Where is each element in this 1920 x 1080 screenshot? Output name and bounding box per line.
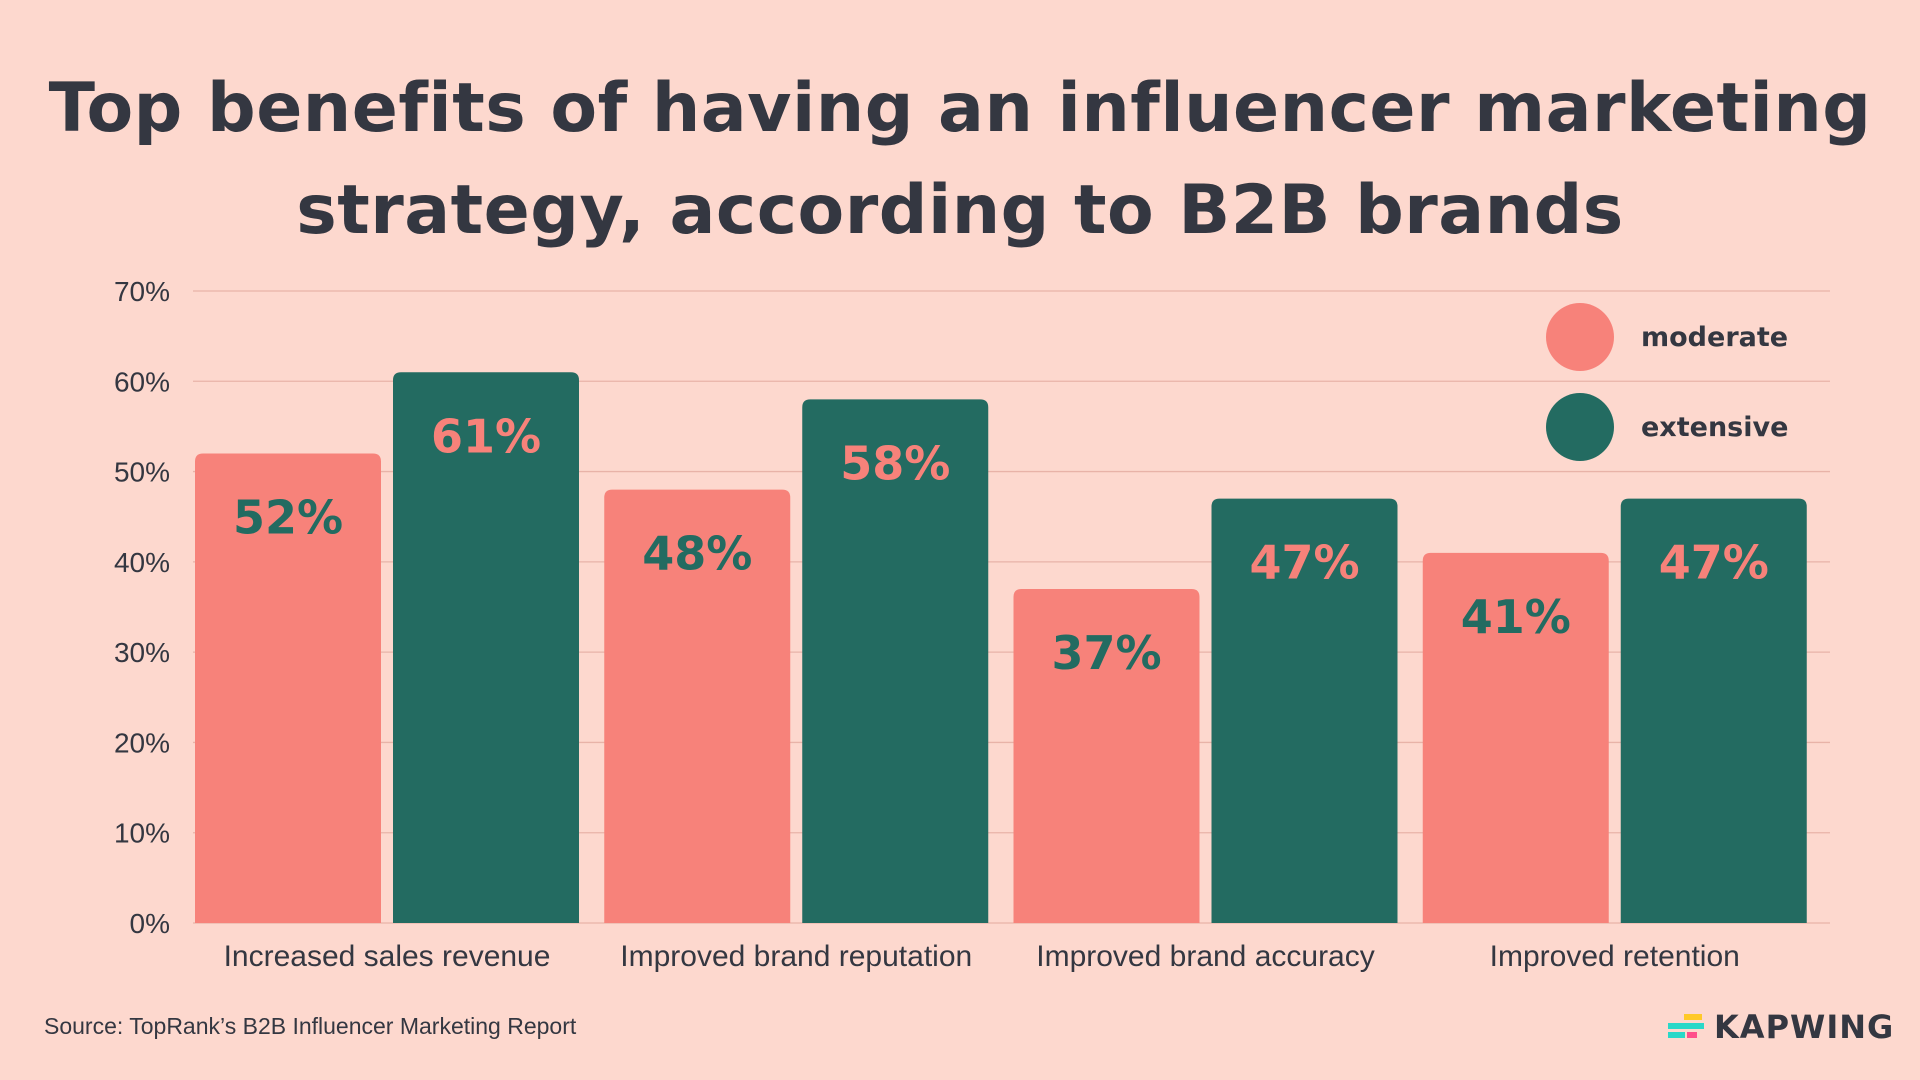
bar-moderate	[1013, 588, 1200, 923]
x-tick-label: Improved brand reputation	[620, 940, 972, 973]
x-tick-label: Improved brand accuracy	[1036, 940, 1375, 973]
y-tick-label: 60%	[114, 366, 170, 397]
title-line-2: strategy, according to B2B brands	[296, 171, 1624, 250]
brand-name: KAPWING	[1714, 1008, 1895, 1046]
bar-extensive	[1620, 498, 1807, 923]
y-tick-label: 10%	[114, 818, 170, 849]
y-tick-label: 20%	[114, 727, 170, 758]
chart-title: Top benefits of having an influencer mar…	[0, 58, 1920, 262]
x-tick-label: Improved retention	[1490, 940, 1740, 973]
y-tick-label: 50%	[114, 457, 170, 488]
y-tick-label: 40%	[114, 547, 170, 578]
bar-extensive	[393, 372, 579, 923]
legend-label: moderate	[1641, 322, 1788, 353]
data-label: 61%	[431, 409, 541, 463]
data-label: 47%	[1659, 536, 1769, 590]
bar-extensive	[802, 399, 989, 923]
kapwing-logo-icon	[1668, 1014, 1704, 1038]
bar-moderate	[195, 453, 381, 923]
y-tick-label: 30%	[114, 637, 170, 668]
data-label: 37%	[1051, 626, 1161, 680]
legend-label: extensive	[1641, 412, 1788, 443]
source-note: Source: TopRank’s B2B Influencer Marketi…	[44, 1013, 577, 1039]
data-label: 41%	[1461, 590, 1571, 644]
title-line-1: Top benefits of having an influencer mar…	[48, 69, 1872, 148]
bar-extensive	[1211, 498, 1398, 923]
kapwing-logo: KAPWING	[1668, 1008, 1894, 1046]
bar-moderate	[604, 489, 791, 923]
y-tick-label: 0%	[130, 908, 170, 939]
legend-swatch-moderate	[1546, 303, 1614, 371]
data-label: 58%	[840, 436, 950, 490]
data-label: 52%	[233, 491, 343, 545]
legend-swatch-extensive	[1546, 393, 1614, 461]
y-tick-label: 70%	[114, 276, 170, 307]
bar-moderate	[1422, 552, 1609, 923]
data-label: 48%	[642, 527, 752, 581]
x-tick-label: Increased sales revenue	[224, 940, 551, 973]
data-label: 47%	[1249, 536, 1359, 590]
